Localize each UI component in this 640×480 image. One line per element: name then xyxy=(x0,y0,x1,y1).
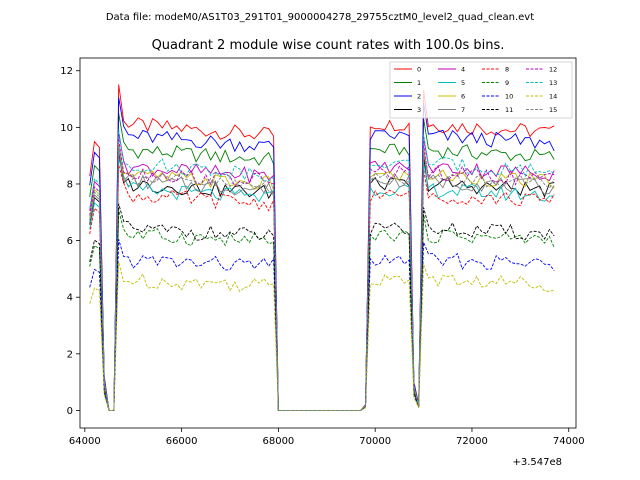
chart-suptitle: Data file: modeM0/AS1T03_291T01_90000042… xyxy=(106,12,534,23)
series-line-15 xyxy=(89,145,555,411)
legend-label-4: 4 xyxy=(461,66,465,74)
series-lines xyxy=(89,84,555,411)
y-axis: 0 2 4 6 8 10 12 xyxy=(60,66,80,417)
legend-label-2: 2 xyxy=(417,93,421,101)
series-line-14 xyxy=(89,261,555,411)
y-tick-label: 4 xyxy=(67,293,73,304)
series-line-7 xyxy=(89,148,555,411)
x-tick-label: 70000 xyxy=(359,436,391,447)
y-tick-label: 6 xyxy=(67,236,73,247)
series-line-11 xyxy=(89,203,555,411)
series-line-8 xyxy=(89,165,555,411)
legend-label-11: 11 xyxy=(505,106,513,114)
chart-title: Quadrant 2 module wise count rates with … xyxy=(152,38,505,53)
x-tick-label: 74000 xyxy=(553,436,585,447)
legend-label-8: 8 xyxy=(505,66,509,74)
legend-label-1: 1 xyxy=(417,79,421,87)
legend-box xyxy=(389,61,573,119)
series-line-9 xyxy=(89,210,555,411)
legend-label-12: 12 xyxy=(549,66,557,74)
x-axis: 64000 66000 68000 70000 72000 74000 xyxy=(69,428,585,447)
x-tick-label: 72000 xyxy=(456,436,488,447)
legend-label-7: 7 xyxy=(461,106,465,114)
y-tick-label: 8 xyxy=(67,179,73,190)
legend-label-10: 10 xyxy=(505,93,513,101)
y-tick-label: 2 xyxy=(67,349,73,360)
legend-label-13: 13 xyxy=(549,79,557,87)
x-offset-label: +3.547e8 xyxy=(512,457,562,468)
series-line-2 xyxy=(89,97,555,411)
legend-label-3: 3 xyxy=(417,106,421,114)
series-line-12 xyxy=(89,139,555,411)
legend-label-6: 6 xyxy=(461,93,465,101)
x-tick-label: 68000 xyxy=(262,436,294,447)
series-line-10 xyxy=(89,239,555,411)
legend-label-0: 0 xyxy=(417,66,421,74)
legend-label-14: 14 xyxy=(549,93,557,101)
series-line-3 xyxy=(89,152,555,411)
legend-label-5: 5 xyxy=(461,79,465,87)
legend-label-9: 9 xyxy=(505,79,509,87)
y-tick-label: 12 xyxy=(60,66,73,77)
x-tick-label: 64000 xyxy=(69,436,101,447)
y-tick-label: 0 xyxy=(67,406,73,417)
series-line-0 xyxy=(89,84,555,411)
series-line-4 xyxy=(89,132,555,411)
x-tick-label: 66000 xyxy=(166,436,198,447)
legend-label-15: 15 xyxy=(549,106,557,114)
y-tick-label: 10 xyxy=(60,123,73,134)
series-line-13 xyxy=(89,129,555,411)
plot-frame xyxy=(79,57,577,429)
